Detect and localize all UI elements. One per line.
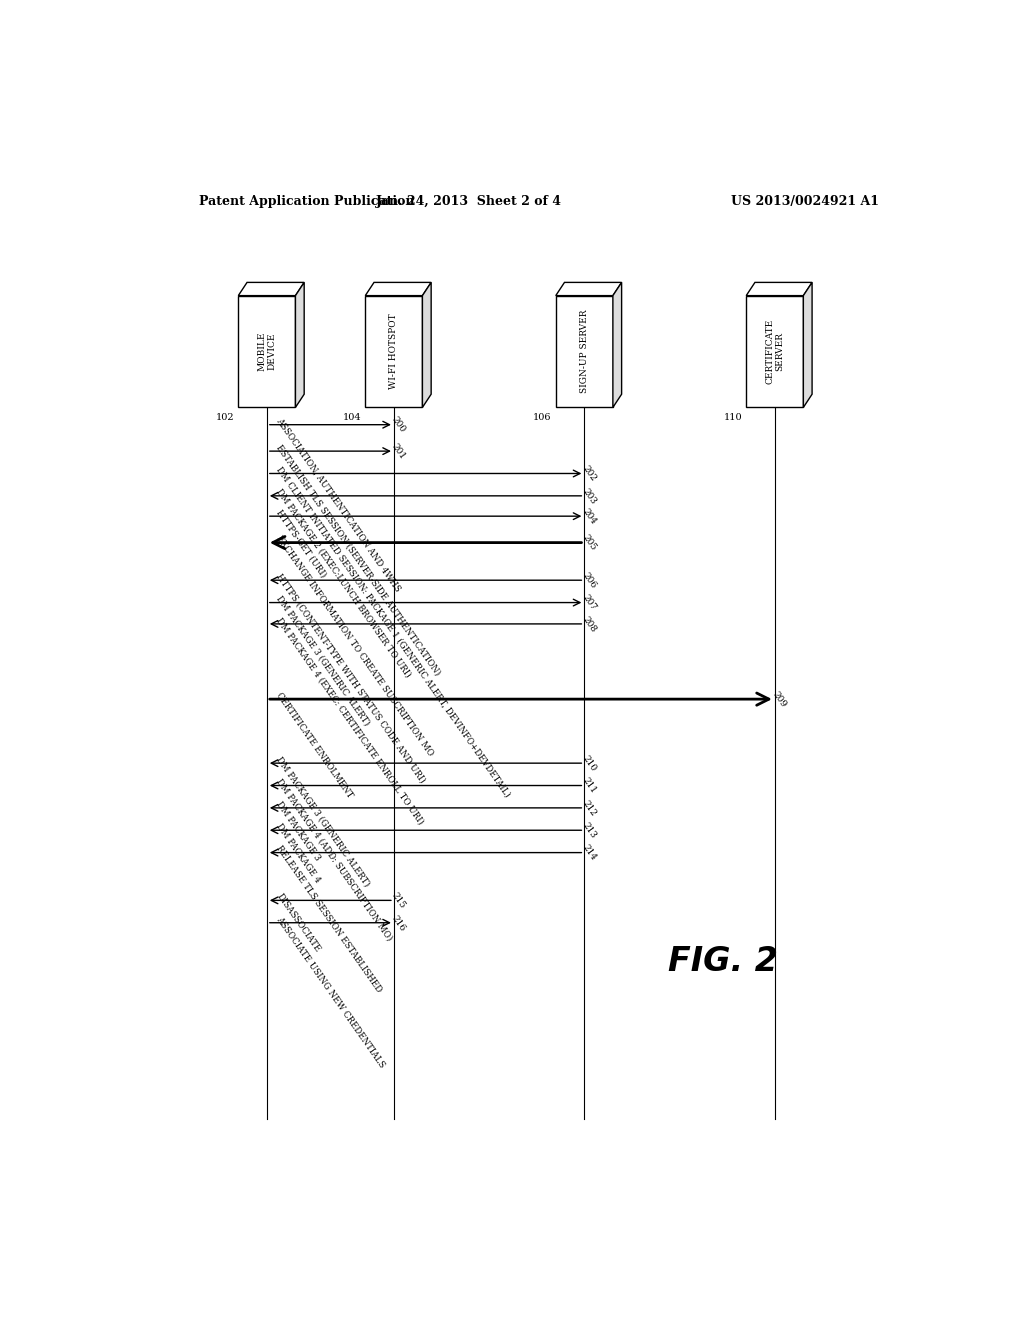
Text: 216: 216 <box>390 913 408 933</box>
Text: DM PACKAGE 2 (EXEC:LUNCH BROWSER TO URI): DM PACKAGE 2 (EXEC:LUNCH BROWSER TO URI) <box>274 487 413 680</box>
Text: CERTIFICATE
SERVER: CERTIFICATE SERVER <box>765 319 784 384</box>
Text: DM PACKAGE 3 (GENERIC ALERT): DM PACKAGE 3 (GENERIC ALERT) <box>274 755 372 888</box>
Polygon shape <box>804 282 812 408</box>
Text: ESTABLISH TLS SESSION (SERVER-SIDE AUTHENTICATION): ESTABLISH TLS SESSION (SERVER-SIDE AUTHE… <box>274 444 442 677</box>
Text: 204: 204 <box>581 507 598 527</box>
Text: 206: 206 <box>581 572 598 590</box>
Text: 104: 104 <box>342 413 361 422</box>
Text: Patent Application Publication: Patent Application Publication <box>200 194 415 207</box>
Text: DM CLIENT INITIATED SESSION: PACKAGE 1 (GENERIC ALERT, DEVINFO+DEVDETAIL): DM CLIENT INITIATED SESSION: PACKAGE 1 (… <box>274 465 512 799</box>
Text: WI-FI HOTSPOT: WI-FI HOTSPOT <box>389 314 398 389</box>
Text: CERTIFICATE ENROLMENT: CERTIFICATE ENROLMENT <box>274 690 354 800</box>
Text: 215: 215 <box>390 891 408 911</box>
Text: MOBILE
DEVICE: MOBILE DEVICE <box>257 331 276 371</box>
Text: 212: 212 <box>581 799 597 817</box>
Text: 203: 203 <box>581 487 597 506</box>
Polygon shape <box>423 282 431 408</box>
FancyBboxPatch shape <box>366 296 423 408</box>
Text: 201: 201 <box>390 442 408 461</box>
Polygon shape <box>239 282 304 296</box>
Text: FIG. 2: FIG. 2 <box>668 945 777 978</box>
Text: 205: 205 <box>581 533 598 553</box>
FancyBboxPatch shape <box>746 296 804 408</box>
Text: 102: 102 <box>215 413 234 422</box>
Text: 110: 110 <box>723 413 742 422</box>
Text: 208: 208 <box>581 615 598 634</box>
Text: 106: 106 <box>534 413 552 422</box>
Text: HTTPS-GET (URI): HTTPS-GET (URI) <box>274 508 329 579</box>
Text: DM PACKAGE 4 (EXEC: CERTIFICATE ENROLL TO URI): DM PACKAGE 4 (EXEC: CERTIFICATE ENROLL T… <box>274 615 426 825</box>
FancyBboxPatch shape <box>239 296 296 408</box>
Text: DM PACKAGE 4: DM PACKAGE 4 <box>274 822 323 884</box>
Text: DISASSOCIATE: DISASSOCIATE <box>274 892 322 954</box>
Text: HTTPS (CONTENT-TYPE WITH STATUS CODE AND URI): HTTPS (CONTENT-TYPE WITH STATUS CODE AND… <box>274 572 427 784</box>
Text: 213: 213 <box>581 821 597 840</box>
Text: 207: 207 <box>581 593 598 612</box>
Polygon shape <box>366 282 431 296</box>
FancyBboxPatch shape <box>556 296 613 408</box>
Polygon shape <box>613 282 622 408</box>
Text: 211: 211 <box>581 776 598 796</box>
Text: 210: 210 <box>581 754 598 774</box>
Text: SIGN-UP SERVER: SIGN-UP SERVER <box>580 310 589 393</box>
Text: 214: 214 <box>581 843 598 862</box>
Text: 200: 200 <box>390 416 408 434</box>
Polygon shape <box>746 282 812 296</box>
Polygon shape <box>296 282 304 408</box>
Text: RELEASE TLS SESSION ESTABLISHED: RELEASE TLS SESSION ESTABLISHED <box>274 845 384 994</box>
Text: EXCHANGE INFORMATION TO CREATE SUSCRIPTION MO: EXCHANGE INFORMATION TO CREATE SUSCRIPTI… <box>274 535 435 758</box>
Text: ASSOCIATE USING NEW CREDENTIALS: ASSOCIATE USING NEW CREDENTIALS <box>274 915 387 1069</box>
Text: US 2013/0024921 A1: US 2013/0024921 A1 <box>731 194 880 207</box>
Text: ASSOCIATION, AUTHENTICATION AND 4WHS: ASSOCIATION, AUTHENTICATION AND 4WHS <box>274 417 402 594</box>
Text: DM PACKAGE 4 (ADD: SUBSCRIPTION MO): DM PACKAGE 4 (ADD: SUBSCRIPTION MO) <box>274 777 394 942</box>
Text: DM PACKAGE 3: DM PACKAGE 3 <box>274 800 323 862</box>
Polygon shape <box>556 282 622 296</box>
Text: Jan. 24, 2013  Sheet 2 of 4: Jan. 24, 2013 Sheet 2 of 4 <box>376 194 562 207</box>
Text: DM PACKAGE 3 (GENERIC ALERT): DM PACKAGE 3 (GENERIC ALERT) <box>274 594 372 727</box>
Text: 209: 209 <box>771 690 788 709</box>
Text: 202: 202 <box>581 465 597 483</box>
